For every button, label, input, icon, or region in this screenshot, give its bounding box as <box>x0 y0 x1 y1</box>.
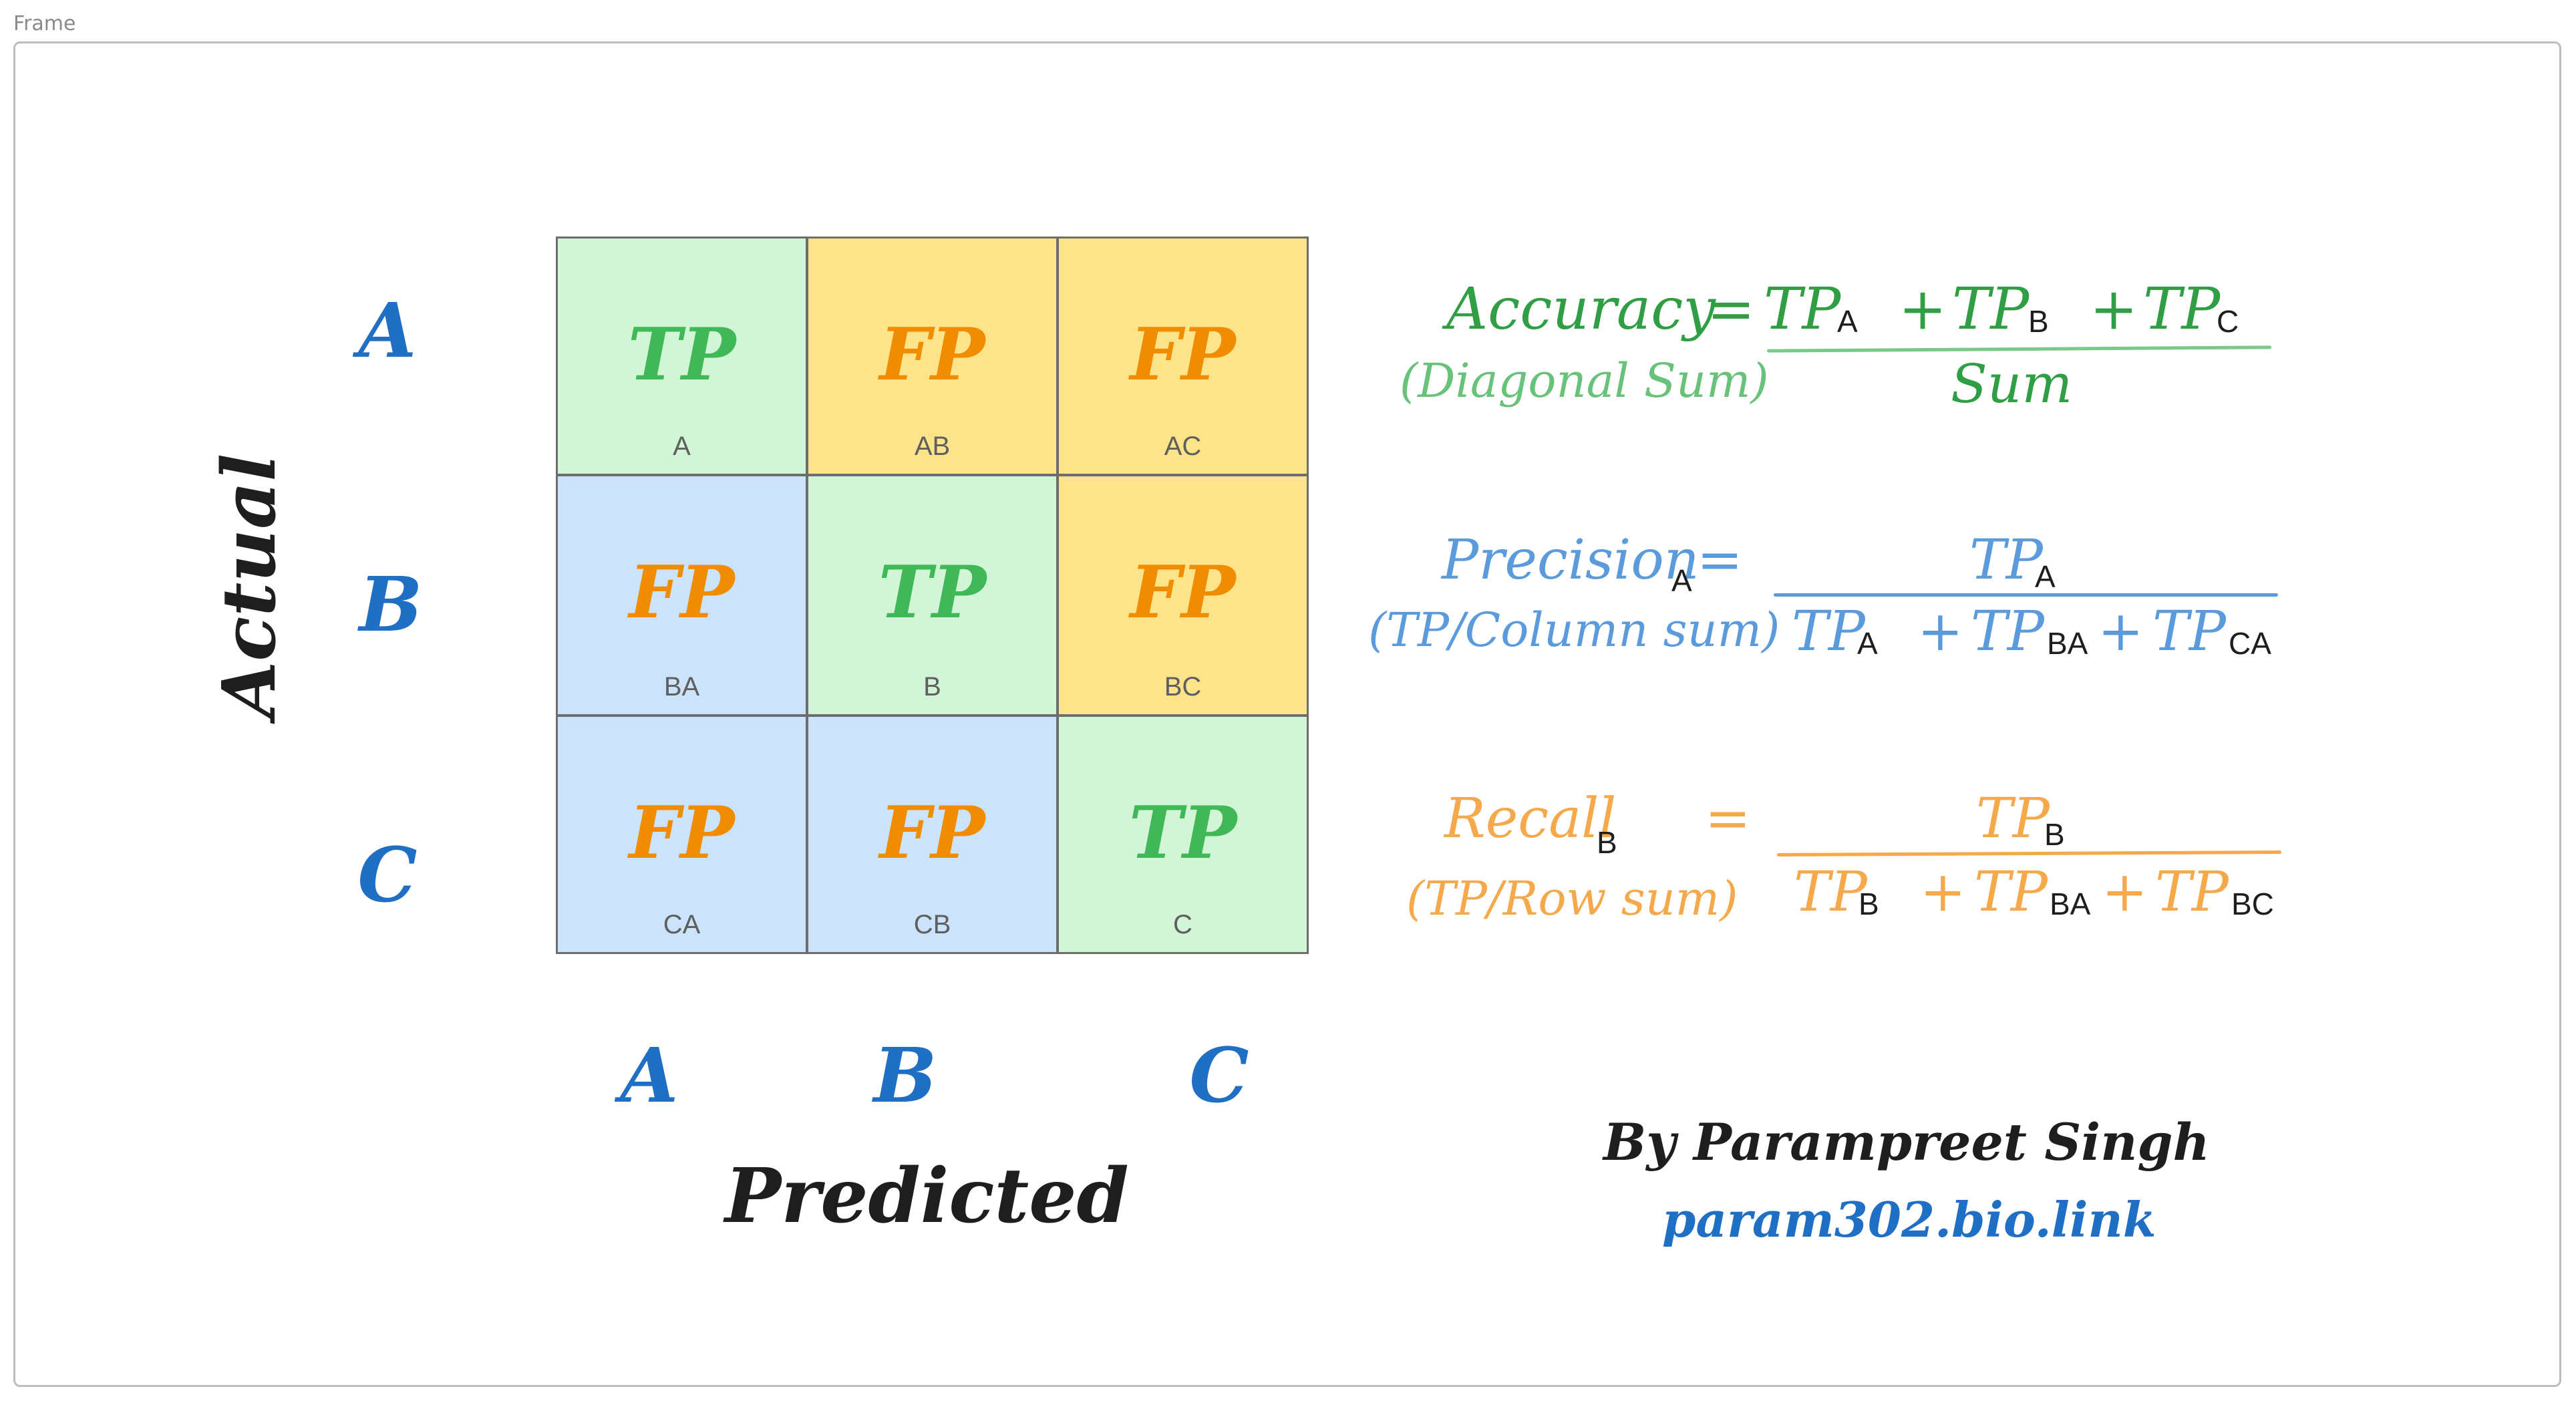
row-label-b: B <box>359 561 423 649</box>
col-label-a: A <box>620 1032 679 1120</box>
recall-name-sub: B <box>1597 825 1617 860</box>
recall-den-sub-2: BA <box>2050 887 2091 921</box>
accuracy-tp-1: TP <box>1764 276 1841 343</box>
recall-den-sub-3: BC <box>2231 887 2274 921</box>
cell-kind: TP <box>627 313 736 397</box>
accuracy-sub-c: C <box>2217 304 2239 339</box>
recall-den-plus-1: + <box>1920 861 1966 924</box>
actual-axis-title: Actual <box>206 453 292 718</box>
cell-label: A <box>673 432 691 461</box>
precision-name: Precision <box>1442 528 1700 592</box>
recall-name: Recall <box>1444 787 1617 850</box>
precision-name-sub: A <box>1671 563 1692 598</box>
accuracy-equals: = <box>1707 276 1756 343</box>
cell-fp-bc: FP BC <box>1057 474 1309 716</box>
precision-num-sub: A <box>2035 559 2056 594</box>
accuracy-note: (Diagonal Sum) <box>1400 353 1769 408</box>
recall-den-tp-3: TP <box>2155 861 2229 924</box>
cell-kind: FP <box>629 551 735 635</box>
cell-label: BA <box>663 672 700 702</box>
cell-tp-b: TP B <box>806 474 1058 716</box>
precision-fraction-bar <box>1774 593 2278 597</box>
recall-den-sub-1: B <box>1859 887 1879 921</box>
recall-equals: = <box>1705 787 1751 850</box>
cell-kind: FP <box>1130 313 1236 397</box>
precision-den-tp-1: TP <box>1792 600 1865 663</box>
accuracy-denominator: Sum <box>1951 353 2073 415</box>
col-label-b: B <box>873 1032 937 1120</box>
cell-fp-ca: FP CA <box>556 715 808 954</box>
accuracy-tp-3: TP <box>2143 276 2221 343</box>
cell-label: AC <box>1164 432 1202 461</box>
precision-den-plus-2: + <box>2098 600 2144 663</box>
cell-label: CB <box>913 910 951 939</box>
precision-den-tp-3: TP <box>2152 600 2226 663</box>
recall-num-sub: B <box>2044 817 2065 852</box>
row-label-c: C <box>357 832 418 919</box>
cell-kind: TP <box>878 551 987 635</box>
accuracy-name: Accuracy <box>1446 276 1716 343</box>
recall-note: (TP/Row sum) <box>1406 871 1738 926</box>
cell-fp-cb: FP CB <box>806 715 1058 954</box>
predicted-axis-title: Predicted <box>725 1152 1129 1240</box>
cell-fp-ac: FP AC <box>1057 237 1309 476</box>
precision-note: (TP/Column sum) <box>1368 603 1780 657</box>
cell-kind: FP <box>1130 551 1236 635</box>
recall-den-tp-2: TP <box>1974 861 2048 924</box>
accuracy-tp-2: TP <box>1952 276 2030 343</box>
row-label-a: A <box>358 287 417 375</box>
cell-label: B <box>923 672 941 702</box>
precision-den-sub-2: BA <box>2047 626 2088 661</box>
recall-den-tp-1: TP <box>1794 861 1867 924</box>
precision-den-tp-2: TP <box>1971 600 2044 663</box>
author-credit: By Parampreet Singh <box>1603 1112 2210 1172</box>
accuracy-plus-1: + <box>1899 276 1947 343</box>
precision-equals: = <box>1697 528 1743 592</box>
accuracy-sub-a: A <box>1837 304 1858 339</box>
author-link[interactable]: param302.bio.link <box>1662 1191 2156 1248</box>
cell-tp-a: TP A <box>556 237 808 476</box>
cell-tp-c: TP C <box>1057 715 1309 954</box>
accuracy-plus-2: + <box>2090 276 2138 343</box>
cell-label: BC <box>1164 672 1202 702</box>
accuracy-sub-b: B <box>2028 304 2049 339</box>
cell-fp-ba: FP BA <box>556 474 808 716</box>
recall-den-plus-2: + <box>2102 861 2148 924</box>
cell-label: AB <box>914 432 951 461</box>
precision-den-plus-1: + <box>1917 600 1963 663</box>
cell-kind: FP <box>879 313 985 397</box>
cell-label: CA <box>663 910 701 939</box>
recall-num-tp: TP <box>1976 787 2050 850</box>
cell-label: C <box>1173 910 1192 939</box>
canvas-frame <box>13 41 2561 1387</box>
precision-den-sub-3: CA <box>2229 626 2271 661</box>
cell-kind: FP <box>629 791 735 875</box>
frame-label: Frame <box>13 12 76 35</box>
col-label-c: C <box>1189 1032 1249 1120</box>
precision-den-sub-1: A <box>1857 626 1878 661</box>
precision-num-tp: TP <box>1969 528 2043 592</box>
cell-kind: TP <box>1128 791 1237 875</box>
cell-kind: FP <box>879 791 985 875</box>
cell-fp-ab: FP AB <box>806 237 1058 476</box>
